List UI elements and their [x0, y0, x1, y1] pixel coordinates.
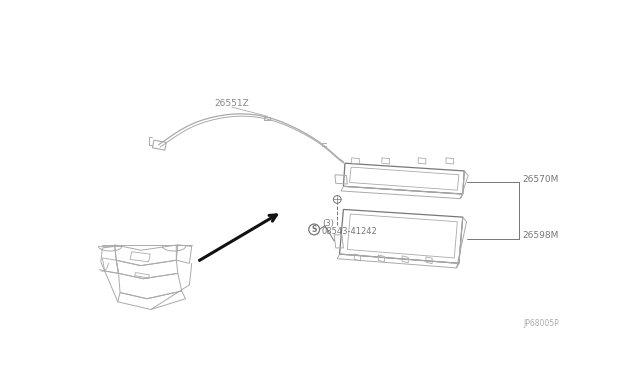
Text: S: S: [312, 225, 317, 234]
Text: (3): (3): [322, 219, 333, 228]
Text: 26551Z: 26551Z: [214, 99, 249, 108]
Text: 26570M: 26570M: [523, 175, 559, 184]
Text: JP68005P: JP68005P: [524, 319, 559, 328]
Text: 26598M: 26598M: [523, 231, 559, 240]
Text: 08543-41242: 08543-41242: [322, 227, 378, 236]
